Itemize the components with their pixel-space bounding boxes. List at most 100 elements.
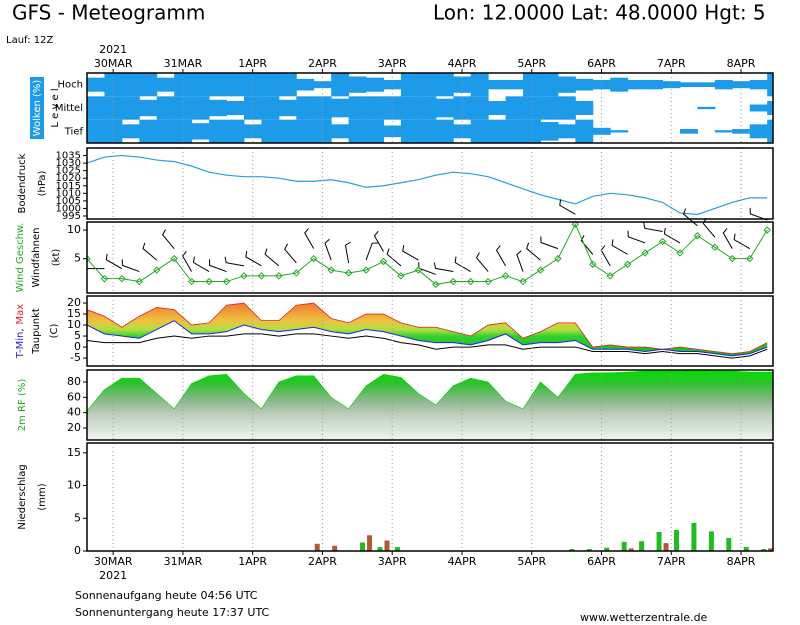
cloud-cover bbox=[174, 73, 193, 97]
wind-speed-marker bbox=[379, 257, 388, 266]
y-tick-label: 5 bbox=[74, 252, 81, 265]
wind-speed-marker bbox=[728, 254, 737, 263]
panel-frame bbox=[86, 442, 774, 552]
cloud-cover bbox=[749, 124, 768, 139]
dewpoint-line bbox=[87, 333, 768, 359]
cloud-cover bbox=[662, 81, 681, 89]
precip-bar bbox=[628, 548, 634, 551]
wind-speed-marker bbox=[449, 277, 457, 286]
y-tick-label: 1000 bbox=[56, 203, 81, 214]
cloud-cover bbox=[104, 73, 123, 97]
y-tick-label: 15 bbox=[67, 446, 81, 459]
x-tick-label: 7APR bbox=[657, 57, 686, 70]
precip-bar bbox=[314, 543, 320, 551]
cloud-cover bbox=[714, 80, 733, 90]
level-label: Hoch bbox=[58, 80, 83, 91]
cloud-cover bbox=[366, 96, 384, 120]
cloud-cover bbox=[278, 73, 297, 97]
cloud-cover bbox=[592, 127, 611, 135]
year-label: 2021 bbox=[99, 569, 127, 582]
wind-barb bbox=[402, 245, 419, 261]
precip-bar bbox=[656, 532, 662, 551]
wind-speed-marker bbox=[187, 277, 196, 286]
cloud-cover bbox=[313, 119, 332, 143]
cloud-cover bbox=[540, 73, 559, 97]
cloud-cover bbox=[400, 73, 419, 97]
cloud-cover bbox=[226, 73, 245, 97]
wind-speed-marker bbox=[257, 272, 266, 280]
precip-bar bbox=[726, 537, 732, 551]
y-tick-label: 1035 bbox=[56, 151, 81, 162]
cloud-cover bbox=[697, 82, 716, 87]
sunset: Sonnenuntergang heute 17:37 UTC bbox=[75, 606, 270, 619]
cloud-cover bbox=[697, 106, 716, 110]
cloud-cover bbox=[383, 80, 402, 90]
x-tick-label: 2APR bbox=[308, 57, 337, 70]
wind-speed-marker bbox=[344, 269, 353, 277]
wind-barb bbox=[304, 228, 315, 249]
wind-barb bbox=[495, 245, 507, 267]
y-tick-label: 5 bbox=[74, 329, 81, 342]
tmin-line bbox=[87, 320, 768, 357]
axis-title: T-Min, Max bbox=[15, 304, 26, 359]
cloud-cover bbox=[139, 119, 158, 143]
cloud-cover bbox=[366, 119, 384, 143]
precip-bar bbox=[621, 541, 627, 551]
precip-bar bbox=[586, 549, 592, 551]
wind-barb bbox=[433, 262, 454, 273]
cloud-cover bbox=[226, 119, 245, 143]
wind-speed-marker bbox=[571, 220, 580, 228]
wind-barb bbox=[245, 250, 262, 267]
cloud-cover bbox=[191, 123, 210, 140]
precip-bar bbox=[332, 545, 338, 551]
cloud-cover bbox=[540, 122, 559, 141]
wind-barb bbox=[475, 252, 489, 272]
wind-speed-marker bbox=[327, 266, 335, 274]
wind-speed-marker bbox=[676, 249, 684, 257]
wind-speed-marker bbox=[623, 260, 632, 269]
wind-speed-marker bbox=[414, 266, 423, 274]
pressure-line bbox=[87, 154, 768, 216]
cloud-cover bbox=[575, 101, 594, 115]
wind-speed-marker bbox=[362, 266, 370, 274]
cloud-cover bbox=[540, 96, 559, 120]
cloud-cover bbox=[156, 96, 175, 120]
cloud-cover bbox=[523, 119, 541, 143]
y-tick-label: 0 bbox=[74, 544, 81, 557]
axis-title-part: Max bbox=[15, 304, 26, 325]
cloud-cover bbox=[645, 80, 664, 90]
cloud-cover bbox=[331, 73, 350, 97]
y-tick-label: 1010 bbox=[56, 188, 81, 199]
x-tick-label: 31MAR bbox=[164, 555, 203, 568]
cloud-cover bbox=[87, 77, 105, 92]
cloud-cover bbox=[679, 82, 698, 87]
x-tick-label: 7APR bbox=[657, 555, 686, 568]
wind-barb bbox=[208, 259, 227, 273]
axis-title: (kt) bbox=[51, 249, 62, 267]
wind-speed-marker bbox=[658, 237, 667, 246]
y-tick-label: 1005 bbox=[56, 196, 81, 207]
cloud-cover bbox=[261, 73, 280, 97]
y-tick-label: 5 bbox=[74, 511, 81, 524]
cloud-cover bbox=[296, 96, 315, 120]
wind-barb bbox=[722, 228, 733, 249]
x-tick-label: 6APR bbox=[587, 57, 616, 70]
axis-title: 2m RF (%) bbox=[17, 379, 28, 432]
axis-title: L e v e l bbox=[50, 88, 61, 127]
y-tick-label: 20 bbox=[67, 421, 81, 434]
wind-speed-marker bbox=[501, 272, 510, 280]
x-tick-label: 1APR bbox=[238, 555, 267, 568]
wind-speed-marker bbox=[222, 277, 231, 286]
cloud-cover bbox=[557, 76, 576, 93]
axis-title-box bbox=[30, 77, 44, 139]
wind-speed-marker bbox=[153, 266, 161, 274]
cloud-cover bbox=[243, 124, 262, 139]
cloud-cover bbox=[610, 130, 629, 133]
cloud-cover bbox=[679, 129, 698, 134]
sunrise: Sonnenaufgang heute 04:56 UTC bbox=[75, 589, 258, 602]
wind-barb bbox=[224, 256, 245, 267]
cloud-cover bbox=[87, 119, 105, 143]
x-tick-label: 30MAR bbox=[94, 57, 133, 70]
x-tick-label: 30MAR bbox=[94, 555, 133, 568]
cloud-cover bbox=[348, 96, 367, 120]
